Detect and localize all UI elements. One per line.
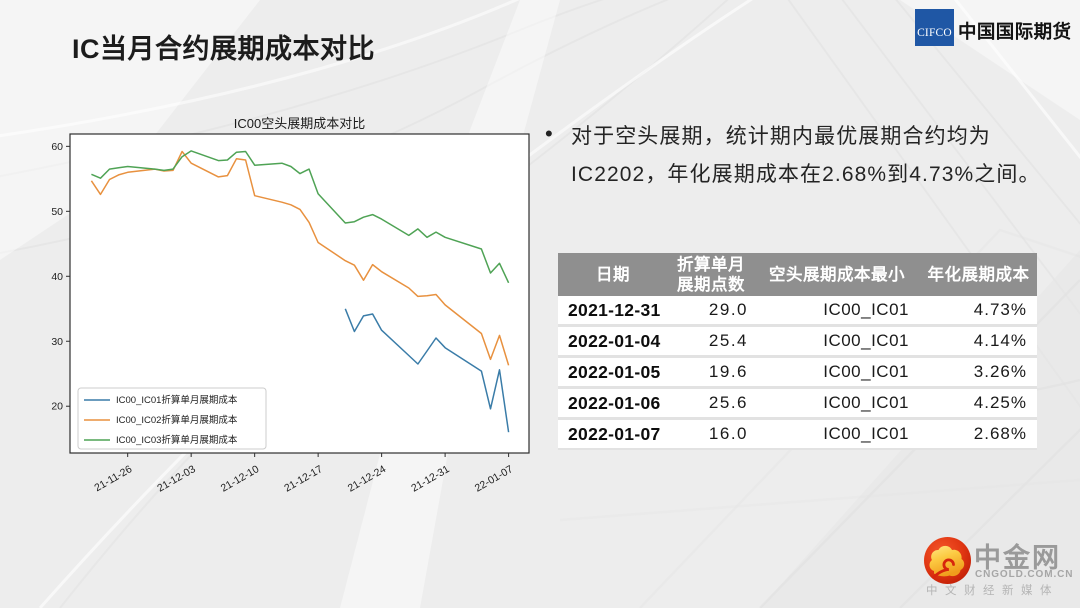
cngold-name: 中金网 <box>974 543 1061 573</box>
table-row: 2022-01-07 16.0 IC00_IC01 2.68% <box>558 418 1037 450</box>
table-header-cell: 折算单月 展期点数 <box>668 253 754 296</box>
table-cell: IC00_IC01 <box>754 325 920 358</box>
table-cell: IC00_IC01 <box>754 356 920 389</box>
x-tick-label: 21-12-03 <box>155 463 198 494</box>
cngold-slogan: 中文财经新媒体 <box>926 585 1059 597</box>
table-row: 2022-01-04 25.4 IC00_IC01 4.14% <box>558 325 1037 358</box>
cifco-company-name: 中国国际期货 <box>958 21 1072 42</box>
table-row: 2021-12-31 29.0 IC00_IC01 4.73% <box>558 296 1037 327</box>
chart-title: IC00空头展期成本对比 <box>234 116 365 131</box>
table-body: 2021-12-31 29.0 IC00_IC01 4.73% 2022-01-04 25… <box>558 296 1037 450</box>
y-tick-label: 60 <box>51 141 63 153</box>
y-tick-label: 20 <box>51 401 63 413</box>
x-tick-label: 21-12-17 <box>282 463 325 494</box>
table-cell: 3.26% <box>920 356 1037 389</box>
legend-label: IC00_IC03折算单月展期成本 <box>116 434 238 446</box>
bullet-line-2: IC2202，年化展期成本在2.68%到4.73%之间。 <box>571 162 1041 186</box>
rollover-cost-chart: IC00空头展期成本对比 20 30 40 50 60 21-11-26 21-12-03 21… <box>40 110 546 502</box>
table-cell: 4.25% <box>920 387 1037 420</box>
table-cell: 2022-01-06 <box>558 387 668 420</box>
table-cell: 29.0 <box>668 296 754 327</box>
legend-box <box>77 387 267 450</box>
x-tick-label: 21-11-26 <box>92 463 134 494</box>
y-tick-label: 30 <box>51 336 63 348</box>
x-tick-label: 22-01-07 <box>473 463 516 494</box>
series-line <box>344 308 510 433</box>
table-row: 2022-01-05 19.6 IC00_IC01 3.26% <box>558 356 1037 389</box>
table-header-cell: 年化展期成本 <box>920 253 1037 296</box>
x-tick-label: 21-12-31 <box>409 463 452 494</box>
x-tick-label: 21-12-10 <box>219 463 262 494</box>
rollover-cost-table: 日期 折算单月 展期点数 空头展期成本最小 年化展期成本 2021-12-31 29.0 I… <box>558 253 1037 450</box>
table-row: 2022-01-06 25.6 IC00_IC01 4.25% <box>558 387 1037 420</box>
cifco-logo-text: CIFCO <box>917 27 952 39</box>
bullet-line-1: 对于空头展期，统计期内最优展期合约均为 <box>571 125 991 148</box>
bullet-text: 对于空头展期，统计期内最优展期合约均为 IC2202，年化展期成本在2.68%到… <box>571 118 1041 193</box>
legend-label: IC00_IC01折算单月展期成本 <box>116 394 238 406</box>
table-cell: 2022-01-04 <box>558 325 668 358</box>
series-line <box>91 150 510 284</box>
table-cell: 25.6 <box>668 387 754 420</box>
table-cell: 2021-12-31 <box>558 296 668 327</box>
table-cell: IC00_IC01 <box>754 296 920 327</box>
table-cell: 2.68% <box>920 418 1037 450</box>
table-cell: 2022-01-05 <box>558 356 668 389</box>
cngold-domain: CNGOLD.COM.CN <box>975 569 1074 580</box>
table-cell: 16.0 <box>668 418 754 450</box>
x-tick-label: 21-12-24 <box>346 463 389 494</box>
cngold-logo-icon <box>924 537 971 584</box>
table-cell: 25.4 <box>668 325 754 358</box>
table-cell: IC00_IC01 <box>754 387 920 420</box>
bullet-marker: • <box>545 121 553 146</box>
y-tick-label: 40 <box>51 271 63 283</box>
page-title: IC当月合约展期成本对比 <box>72 34 375 64</box>
table-header-cell: 日期 <box>558 253 668 296</box>
y-tick-label: 50 <box>51 206 63 218</box>
table-header-row: 日期 折算单月 展期点数 空头展期成本最小 年化展期成本 <box>558 253 1037 296</box>
table-cell: IC00_IC01 <box>754 418 920 450</box>
table-cell: 4.73% <box>920 296 1037 327</box>
table-cell: 4.14% <box>920 325 1037 358</box>
table-cell: 19.6 <box>668 356 754 389</box>
legend-label: IC00_IC02折算单月展期成本 <box>116 414 238 426</box>
cifco-logo-square: CIFCO <box>915 9 954 46</box>
table-cell: 2022-01-07 <box>558 418 668 450</box>
table-header-cell: 空头展期成本最小 <box>754 253 920 296</box>
